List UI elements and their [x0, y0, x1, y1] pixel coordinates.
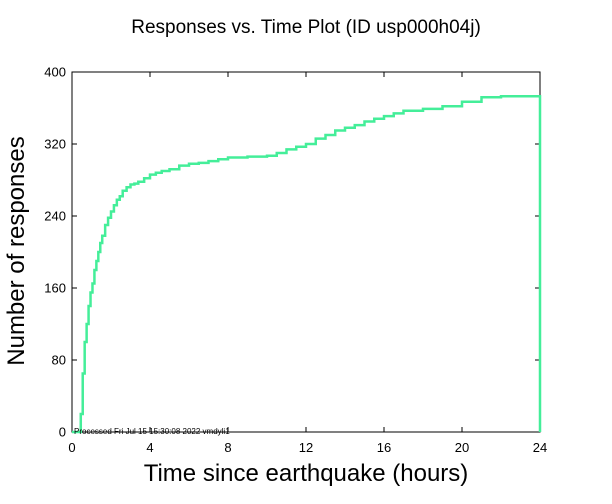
processed-footnote: Processed Fri Jul 15 15:30:08 2022 vmdyl…	[74, 427, 230, 436]
x-tick-label: 20	[455, 440, 469, 455]
x-tick-label: 4	[146, 440, 153, 455]
series-line-responses	[72, 95, 542, 434]
chart-title: Responses vs. Time Plot (ID usp000h04j)	[131, 17, 481, 38]
series-group	[72, 95, 542, 434]
x-tick-label: 16	[377, 440, 391, 455]
x-tick-label: 8	[224, 440, 231, 455]
plot-frame	[71, 71, 541, 433]
y-tick-label: 160	[44, 281, 66, 296]
x-tick-label: 12	[299, 440, 313, 455]
x-tick-label: 24	[533, 440, 547, 455]
y-tick-label: 80	[52, 353, 66, 368]
y-tick-label: 240	[44, 209, 66, 224]
y-tick-label: 320	[44, 137, 66, 152]
x-tick-label: 0	[68, 440, 75, 455]
y-tick-label: 400	[44, 65, 66, 80]
y-tick-label: 0	[59, 425, 66, 440]
x-axis-label: Time since earthquake (hours)	[143, 460, 469, 487]
plot-axes	[71, 71, 541, 433]
y-axis-label: Number of responses	[3, 136, 30, 366]
